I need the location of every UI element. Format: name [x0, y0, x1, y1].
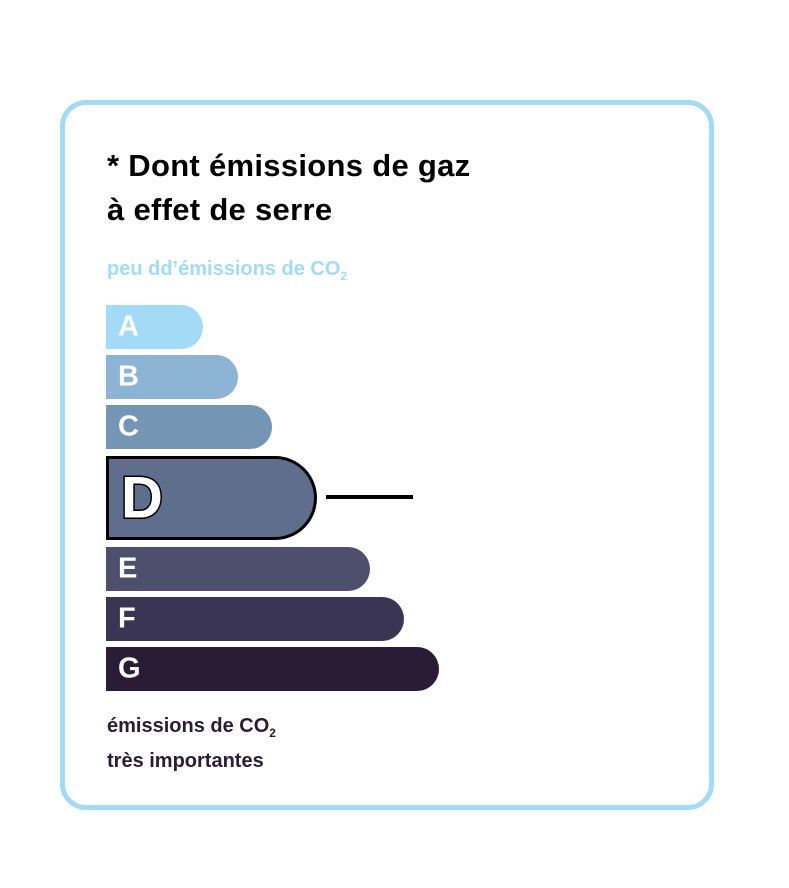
subscript: 2 — [340, 269, 348, 283]
class-bar-g: G — [106, 647, 439, 691]
class-letter: G — [118, 652, 141, 685]
class-bar-b: B — [106, 355, 238, 399]
high-emissions-text-2: très importantes — [107, 750, 264, 772]
class-letter: B — [118, 360, 139, 393]
class-bar-f: F — [106, 597, 404, 641]
class-bar-c: C — [106, 405, 272, 449]
subscript: 2 — [269, 726, 276, 740]
title-line-1: * Dont émissions de gaz — [107, 148, 471, 183]
high-emissions-label: émissions de CO2 très importantes — [107, 712, 276, 775]
title-line-2: à effet de serre — [107, 192, 333, 227]
class-letter: C — [118, 410, 139, 443]
class-letter: D — [120, 464, 165, 532]
high-emissions-text: émissions de CO — [107, 715, 270, 737]
low-emissions-label: peu dd’émissions de CO2 — [107, 258, 347, 283]
class-bar-d-selected: D — [106, 456, 317, 540]
class-letter: F — [118, 602, 136, 635]
class-bar-a: A — [106, 305, 203, 349]
low-emissions-text: peu dd’émissions de CO — [107, 258, 341, 280]
selected-class-marker — [326, 495, 413, 499]
title: * Dont émissions de gaz à effet de serre — [107, 144, 470, 232]
class-letter: A — [118, 310, 139, 343]
class-bar-e: E — [106, 547, 370, 591]
label-frame — [60, 100, 714, 810]
class-letter: E — [118, 552, 138, 585]
